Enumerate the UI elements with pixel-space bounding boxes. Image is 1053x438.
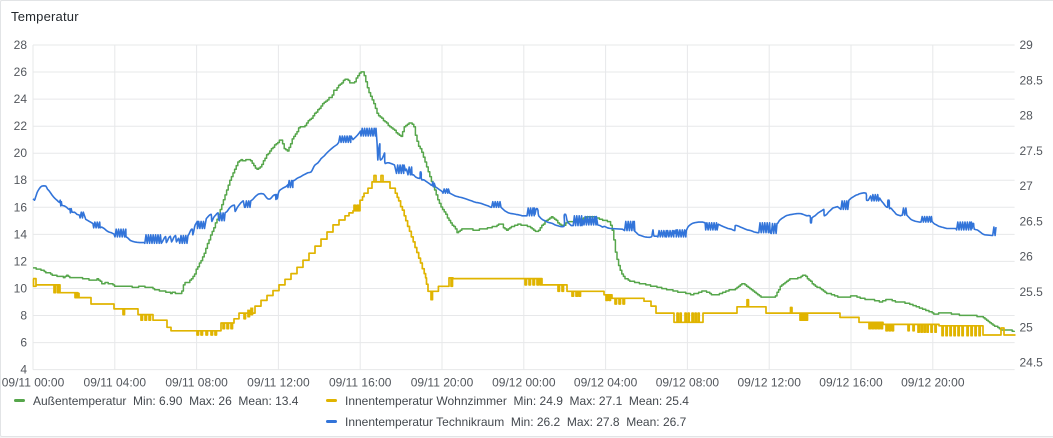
svg-text:24.5: 24.5 — [1020, 356, 1044, 370]
svg-text:25: 25 — [1020, 320, 1034, 334]
svg-text:09/11 08:00: 09/11 08:00 — [165, 376, 228, 390]
svg-text:25.5: 25.5 — [1020, 285, 1044, 299]
svg-text:09/11 12:00: 09/11 12:00 — [247, 376, 310, 390]
svg-text:10: 10 — [14, 282, 28, 296]
svg-text:27: 27 — [1020, 179, 1034, 193]
svg-text:24: 24 — [14, 92, 28, 106]
svg-text:09/11 16:00: 09/11 16:00 — [329, 376, 392, 390]
svg-text:22: 22 — [14, 119, 28, 133]
svg-text:26: 26 — [14, 65, 28, 79]
svg-text:09/11 04:00: 09/11 04:00 — [84, 376, 147, 390]
svg-text:14: 14 — [14, 227, 28, 241]
svg-text:8: 8 — [20, 309, 27, 323]
svg-text:26.5: 26.5 — [1020, 214, 1044, 228]
svg-text:09/12 04:00: 09/12 04:00 — [574, 376, 638, 390]
svg-text:09/12 20:00: 09/12 20:00 — [901, 376, 965, 390]
svg-text:09/11 20:00: 09/11 20:00 — [411, 376, 474, 390]
svg-text:6: 6 — [20, 336, 27, 350]
svg-text:20: 20 — [14, 146, 28, 160]
svg-text:09/12 12:00: 09/12 12:00 — [737, 376, 801, 390]
svg-text:29: 29 — [1020, 38, 1034, 52]
svg-text:28: 28 — [14, 38, 28, 52]
svg-text:16: 16 — [14, 200, 28, 214]
svg-text:27.5: 27.5 — [1020, 144, 1044, 158]
svg-text:4: 4 — [20, 363, 27, 377]
svg-text:26: 26 — [1020, 250, 1034, 264]
svg-text:12: 12 — [14, 254, 28, 268]
svg-text:18: 18 — [14, 173, 28, 187]
svg-text:09/12 08:00: 09/12 08:00 — [656, 376, 720, 390]
svg-text:28: 28 — [1020, 109, 1034, 123]
svg-text:09/12 16:00: 09/12 16:00 — [819, 376, 883, 390]
svg-text:09/11 00:00: 09/11 00:00 — [2, 376, 65, 390]
svg-text:09/12 00:00: 09/12 00:00 — [492, 376, 556, 390]
svg-text:28.5: 28.5 — [1020, 73, 1044, 87]
